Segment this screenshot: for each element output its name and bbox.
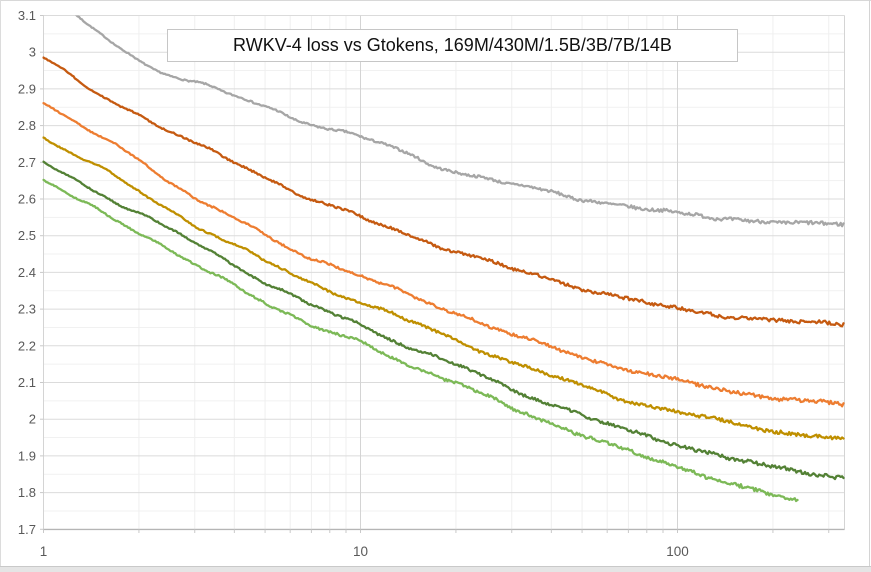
series-line-14B[interactable] [42, 178, 799, 503]
window-bottom-strip [0, 566, 871, 572]
major-gridlines [43, 15, 845, 530]
window-right-border [869, 0, 870, 572]
y-tick-label: 2.7 [18, 155, 36, 170]
axes [40, 15, 845, 533]
y-tick-label: 2.1 [18, 375, 36, 390]
y-tick-label: 1.7 [18, 522, 36, 537]
y-tick-label: 2.4 [18, 265, 36, 280]
x-tick-label: 100 [666, 544, 689, 559]
y-tick-label: 2.3 [18, 302, 36, 317]
y-tick-label: 2.5 [18, 228, 36, 243]
y-tick-label: 2 [29, 412, 36, 427]
series-line-1.5B[interactable] [42, 102, 845, 408]
axis-labels: 3.1 3 2.9 2.8 2.7 2.6 2.5 2.4 2.3 2.2 2.1 2 1.9 1.8 1.… [18, 8, 689, 559]
window-left-border [0, 0, 1, 572]
x-tick-label: 1 [40, 544, 48, 559]
series-group [42, 2, 845, 503]
y-tick-label: 3.1 [18, 8, 36, 23]
series-line-430M[interactable] [42, 56, 845, 328]
series-line-7B[interactable] [42, 160, 845, 481]
x-tick-label: 10 [353, 544, 368, 559]
y-tick-label: 2.9 [18, 81, 36, 96]
y-tick-label: 2.2 [18, 338, 36, 353]
series-line-169M[interactable] [57, 2, 845, 228]
y-tick-label: 1.8 [18, 485, 36, 500]
chart-title-box[interactable]: RWKV-4 loss vs Gtokens, 169M/430M/1.5B/3… [167, 29, 738, 62]
series-line-3B[interactable] [42, 136, 845, 441]
y-tick-label: 2.8 [18, 118, 36, 133]
window-top-border [0, 0, 871, 1]
chart-title: RWKV-4 loss vs Gtokens, 169M/430M/1.5B/3… [233, 35, 672, 55]
y-tick-label: 3 [29, 45, 36, 60]
y-tick-label: 1.9 [18, 448, 36, 463]
y-tick-label: 2.6 [18, 192, 36, 207]
